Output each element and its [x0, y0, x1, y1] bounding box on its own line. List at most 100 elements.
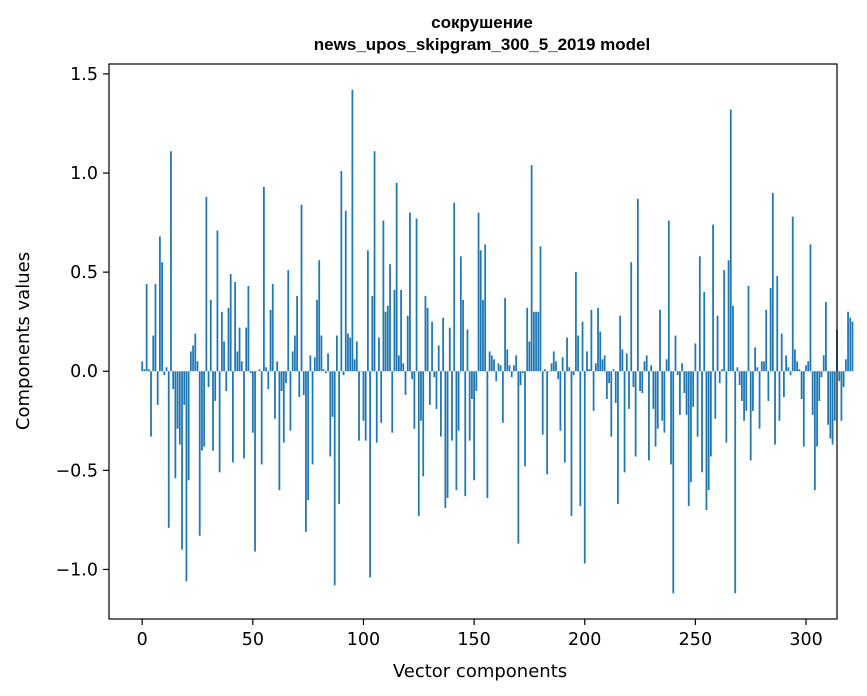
bar [634, 371, 637, 457]
bar [229, 274, 232, 372]
bar [641, 371, 644, 394]
bar [420, 371, 422, 421]
bar [424, 295, 427, 372]
bar [767, 371, 770, 401]
bar [165, 367, 168, 372]
bar [813, 371, 816, 491]
bar [209, 299, 212, 372]
bar [783, 371, 785, 397]
bar [287, 270, 290, 372]
bar [170, 151, 172, 372]
bar [475, 371, 478, 392]
bar [152, 335, 155, 372]
bar [827, 371, 830, 425]
bar [351, 89, 354, 372]
bar [316, 299, 318, 372]
bar [484, 244, 487, 372]
bar [501, 371, 504, 423]
bar [683, 371, 686, 394]
bar [251, 371, 254, 433]
bar [320, 335, 323, 372]
bar [448, 327, 451, 372]
bar [716, 315, 719, 372]
bar [643, 361, 646, 372]
bar [291, 351, 294, 372]
bar [550, 363, 553, 372]
bar [807, 361, 810, 372]
bar [442, 317, 445, 372]
bar [648, 371, 650, 461]
bar [623, 371, 626, 473]
bar [625, 353, 628, 372]
bar [844, 359, 847, 372]
bar [685, 371, 688, 415]
bar [619, 315, 622, 372]
x-tick-label: 100 [347, 630, 380, 650]
bar [400, 289, 402, 372]
bar [605, 371, 608, 399]
bar [654, 371, 657, 447]
bar [639, 371, 641, 392]
bar [358, 371, 360, 441]
bar [590, 309, 593, 372]
bar [557, 371, 560, 380]
bar [462, 299, 464, 372]
bar [344, 210, 347, 372]
bar [851, 321, 854, 372]
bar [455, 371, 458, 491]
bar [431, 321, 433, 372]
bar [298, 371, 301, 397]
bar [141, 361, 144, 372]
bar [305, 371, 307, 532]
bar [690, 371, 692, 483]
y-tick-label: 1.5 [70, 65, 98, 85]
bar [451, 371, 453, 441]
bar [340, 171, 343, 372]
bar [802, 371, 805, 447]
bar [471, 371, 473, 399]
bar [194, 333, 197, 372]
bar [364, 371, 367, 441]
bar [453, 202, 456, 372]
bar [517, 371, 520, 544]
bar [371, 295, 374, 372]
bar [293, 335, 296, 372]
bar [302, 371, 305, 396]
bar [402, 363, 405, 372]
x-tick-label: 50 [242, 630, 264, 650]
bar [829, 371, 832, 439]
bar [318, 260, 321, 372]
bar [656, 371, 659, 429]
bar [349, 337, 352, 372]
bar [384, 311, 387, 372]
bar [426, 307, 429, 372]
bar [243, 371, 245, 459]
y-axis-label: Components values [13, 252, 34, 430]
bar [254, 371, 256, 552]
bar [145, 284, 148, 372]
bar [747, 286, 750, 372]
bar [378, 337, 380, 372]
bar [375, 371, 378, 443]
bar [721, 369, 723, 372]
bar [192, 345, 194, 372]
bar [234, 282, 237, 372]
bar [555, 361, 557, 372]
bar [488, 351, 491, 372]
bar [659, 309, 661, 372]
bar [774, 371, 776, 445]
bar [661, 371, 664, 421]
bar [247, 286, 250, 372]
bar [597, 307, 599, 372]
bar [672, 371, 675, 594]
bar [707, 371, 710, 491]
bar [612, 369, 615, 372]
x-tick-label: 200 [568, 630, 601, 650]
bar [734, 371, 737, 594]
bar [698, 256, 701, 372]
bar [592, 371, 595, 411]
bar [446, 371, 449, 499]
bar [409, 212, 411, 372]
chart-title: сокрушение [431, 13, 533, 32]
bar [524, 371, 526, 467]
